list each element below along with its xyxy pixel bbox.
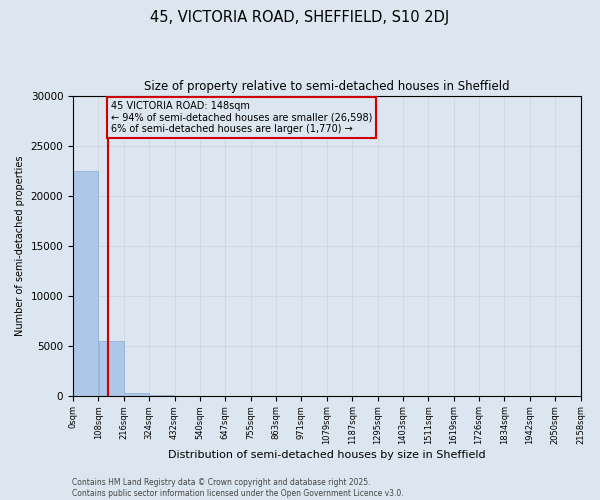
Bar (73, 170, 98, 396)
Text: 45 VICTORIA ROAD: 148sqm
← 94% of semi-detached houses are smaller (26,598)
6% o: 45 VICTORIA ROAD: 148sqm ← 94% of semi-d… (110, 100, 372, 134)
Text: 45, VICTORIA ROAD, SHEFFIELD, S10 2DJ: 45, VICTORIA ROAD, SHEFFIELD, S10 2DJ (151, 10, 449, 25)
Title: Size of property relative to semi-detached houses in Sheffield: Size of property relative to semi-detach… (144, 80, 509, 93)
X-axis label: Distribution of semi-detached houses by size in Sheffield: Distribution of semi-detached houses by … (168, 450, 485, 460)
Bar (124, 393, 149, 396)
Text: Contains HM Land Registry data © Crown copyright and database right 2025.
Contai: Contains HM Land Registry data © Crown c… (72, 478, 404, 498)
Bar (98, 340, 124, 396)
Y-axis label: Number of semi-detached properties: Number of semi-detached properties (15, 156, 25, 336)
